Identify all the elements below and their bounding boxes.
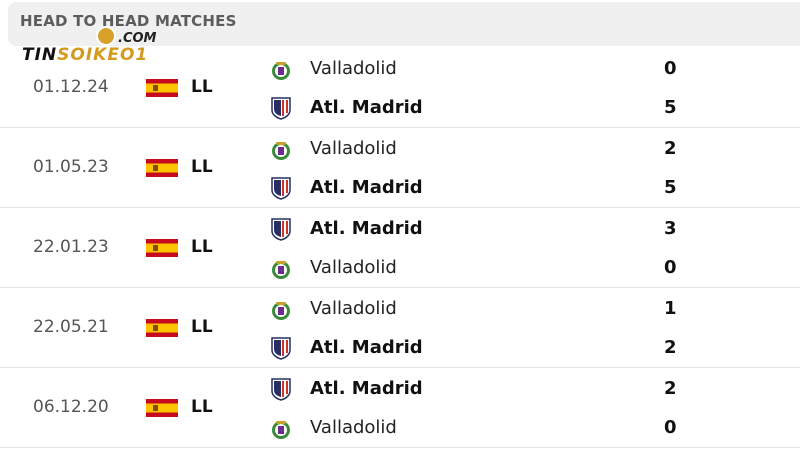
competition: LL: [191, 77, 213, 97]
team-score: 2: [664, 337, 677, 358]
team-line: Atl. Madrid 3: [270, 214, 710, 244]
match-row[interactable]: 22.05.21 LL Valladolid 1 Atl. Madrid 2: [0, 288, 800, 368]
match-date: 22.01.23: [33, 237, 109, 257]
team-name: Valladolid: [310, 257, 397, 278]
match-date: 06.12.20: [33, 397, 109, 417]
atletico-crest-icon: [270, 217, 292, 241]
match-row[interactable]: 01.12.24 LL Valladolid 0 Atl. Madrid 5: [0, 48, 800, 128]
match-date: 22.05.21: [33, 317, 109, 337]
team-name: Atl. Madrid: [310, 177, 423, 198]
competition: LL: [191, 317, 213, 337]
team-line: Atl. Madrid 5: [270, 173, 710, 203]
team-score: 0: [664, 58, 677, 79]
competition: LL: [191, 397, 213, 417]
competition: LL: [191, 157, 213, 177]
team-line: Valladolid 0: [270, 413, 710, 443]
team-line: Valladolid 0: [270, 253, 710, 283]
spain-flag-icon: [146, 159, 178, 177]
team-line: Atl. Madrid 2: [270, 333, 710, 363]
match-row[interactable]: 01.05.23 LL Valladolid 2 Atl. Madrid 5: [0, 128, 800, 208]
team-score: 5: [664, 97, 677, 118]
team-line: Valladolid 1: [270, 294, 710, 324]
team-name: Valladolid: [310, 298, 397, 319]
team-name: Valladolid: [310, 138, 397, 159]
team-score: 5: [664, 177, 677, 198]
match-row[interactable]: 22.01.23 LL Atl. Madrid 3 Valladolid 0: [0, 208, 800, 288]
team-name: Valladolid: [310, 417, 397, 438]
team-score: 2: [664, 378, 677, 399]
atletico-crest-icon: [270, 336, 292, 360]
team-line: Atl. Madrid 5: [270, 93, 710, 123]
competition: LL: [191, 237, 213, 257]
watermark-logo: .COM TINSOIKEO1: [20, 26, 180, 68]
team-name: Atl. Madrid: [310, 378, 423, 399]
team-name: Valladolid: [310, 58, 397, 79]
team-score: 0: [664, 257, 677, 278]
atletico-crest-icon: [270, 377, 292, 401]
spain-flag-icon: [146, 319, 178, 337]
team-line: Valladolid 2: [270, 134, 710, 164]
team-name: Atl. Madrid: [310, 218, 423, 239]
team-name: Atl. Madrid: [310, 97, 423, 118]
watermark-name: TINSOIKEO1: [22, 45, 149, 65]
team-score: 1: [664, 298, 677, 319]
valladolid-crest-icon: [270, 416, 292, 440]
atletico-crest-icon: [270, 176, 292, 200]
valladolid-crest-icon: [270, 57, 292, 81]
spain-flag-icon: [146, 399, 178, 417]
spain-flag-icon: [146, 239, 178, 257]
spain-flag-icon: [146, 79, 178, 97]
section-header: [8, 2, 800, 46]
team-score: 0: [664, 417, 677, 438]
valladolid-crest-icon: [270, 256, 292, 280]
valladolid-crest-icon: [270, 297, 292, 321]
match-row[interactable]: 06.12.20 LL Atl. Madrid 2 Valladolid 0: [0, 368, 800, 448]
team-line: Atl. Madrid 2: [270, 374, 710, 404]
match-date: 01.05.23: [33, 157, 109, 177]
match-date: 01.12.24: [33, 77, 109, 97]
section-title: HEAD TO HEAD MATCHES: [20, 12, 237, 30]
team-score: 2: [664, 138, 677, 159]
atletico-crest-icon: [270, 96, 292, 120]
valladolid-crest-icon: [270, 137, 292, 161]
team-line: Valladolid 0: [270, 54, 710, 84]
team-score: 3: [664, 218, 677, 239]
watermark-domain: .COM: [118, 31, 157, 46]
team-name: Atl. Madrid: [310, 337, 423, 358]
football-icon: [96, 26, 116, 46]
